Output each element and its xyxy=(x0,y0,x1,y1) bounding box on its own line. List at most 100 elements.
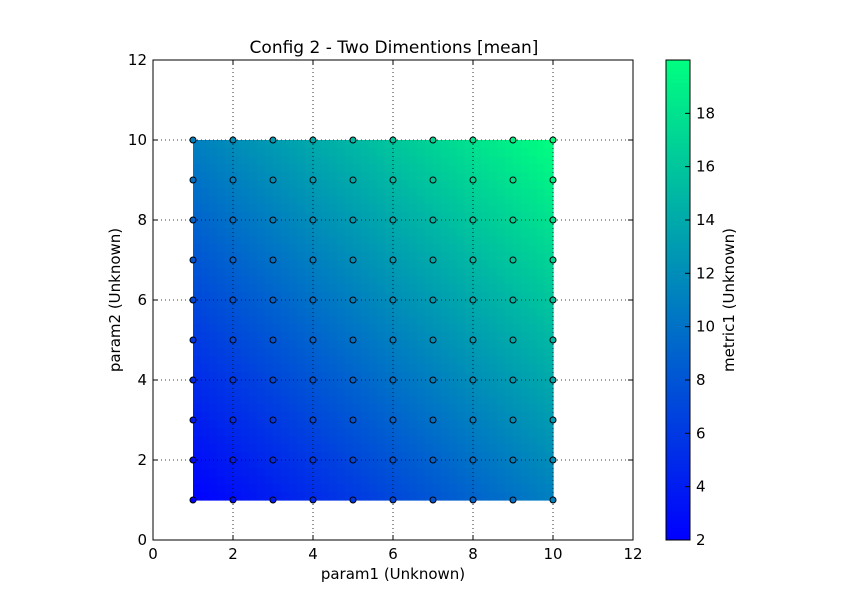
heat-cell xyxy=(409,236,418,245)
heat-cell xyxy=(273,300,282,309)
heat-cell xyxy=(425,156,434,165)
heat-cell xyxy=(497,228,506,237)
heat-cell xyxy=(225,444,234,453)
heat-cell xyxy=(409,172,418,181)
data-point xyxy=(549,296,557,304)
data-point xyxy=(229,496,237,504)
heat-cell xyxy=(201,204,210,213)
heat-cell xyxy=(449,164,458,173)
heat-cell xyxy=(369,244,378,253)
heat-cell xyxy=(369,380,378,389)
heat-cell xyxy=(401,172,410,181)
heat-cell xyxy=(201,452,210,461)
heat-cell xyxy=(305,196,314,205)
heat-cell xyxy=(497,444,506,453)
heat-cell xyxy=(329,356,338,365)
heat-cell xyxy=(289,228,298,237)
heat-cell xyxy=(513,452,522,461)
heat-cell xyxy=(505,460,514,469)
heat-cell xyxy=(393,460,402,469)
heat-cell xyxy=(393,492,402,501)
heat-cell xyxy=(449,276,458,285)
heat-cell xyxy=(225,268,234,277)
heat-cell xyxy=(337,484,346,493)
heat-cell xyxy=(289,204,298,213)
heat-cell xyxy=(385,212,394,221)
heat-cell xyxy=(329,396,338,405)
heat-cell xyxy=(521,156,530,165)
heat-cell xyxy=(401,388,410,397)
heat-cell xyxy=(305,492,314,501)
heat-cell xyxy=(481,268,490,277)
data-point xyxy=(509,296,517,304)
heat-cell xyxy=(289,404,298,413)
heat-cell xyxy=(377,220,386,229)
heat-cell xyxy=(281,284,290,293)
heat-cell xyxy=(393,188,402,197)
heat-cell xyxy=(273,452,282,461)
heat-cell xyxy=(321,212,330,221)
data-point xyxy=(429,256,437,264)
heat-cell xyxy=(521,484,530,493)
heat-cell xyxy=(425,236,434,245)
heat-cell xyxy=(473,308,482,317)
heat-cell xyxy=(465,156,474,165)
heat-cell xyxy=(425,388,434,397)
heat-cell xyxy=(449,396,458,405)
heat-cell xyxy=(513,340,522,349)
heat-cell xyxy=(401,300,410,309)
heat-cell xyxy=(529,476,538,485)
heat-cell xyxy=(201,268,210,277)
data-point xyxy=(269,256,277,264)
heat-cell xyxy=(537,428,546,437)
heat-cell xyxy=(545,252,554,261)
data-point xyxy=(349,496,357,504)
heat-cell xyxy=(321,300,330,309)
heat-cell xyxy=(441,188,450,197)
heat-cell xyxy=(473,428,482,437)
heat-cell xyxy=(377,316,386,325)
heat-cell xyxy=(353,348,362,357)
heat-cell xyxy=(489,348,498,357)
heat-cell xyxy=(257,196,266,205)
heat-cell xyxy=(457,172,466,181)
heat-cell xyxy=(193,452,202,461)
heat-cell xyxy=(537,140,546,149)
heat-cell xyxy=(201,148,210,157)
heat-cell xyxy=(345,436,354,445)
heat-cell xyxy=(449,332,458,341)
heat-cell xyxy=(329,332,338,341)
heat-cell xyxy=(497,164,506,173)
data-point xyxy=(269,176,277,184)
heat-cell xyxy=(249,364,258,373)
heat-cell xyxy=(305,308,314,317)
heat-cell xyxy=(273,292,282,301)
heat-cell xyxy=(361,252,370,261)
data-point xyxy=(389,256,397,264)
data-point xyxy=(349,176,357,184)
heat-cell xyxy=(417,412,426,421)
heat-cell xyxy=(473,332,482,341)
heat-cell xyxy=(505,228,514,237)
heat-cell xyxy=(345,180,354,189)
heat-cell xyxy=(521,172,530,181)
heat-cell xyxy=(417,388,426,397)
heat-cell xyxy=(449,292,458,301)
heat-cell xyxy=(369,236,378,245)
heat-cell xyxy=(257,412,266,421)
heat-cell xyxy=(545,332,554,341)
heat-cell xyxy=(257,148,266,157)
heat-cell xyxy=(353,284,362,293)
heat-cell xyxy=(457,340,466,349)
heat-cell xyxy=(529,300,538,309)
heat-cell xyxy=(361,276,370,285)
heat-cell xyxy=(369,492,378,501)
heat-cell xyxy=(353,364,362,373)
heat-cell xyxy=(305,428,314,437)
heat-cell xyxy=(393,236,402,245)
heat-cell xyxy=(497,396,506,405)
heat-cell xyxy=(393,428,402,437)
heat-cell xyxy=(529,340,538,349)
heat-cell xyxy=(393,228,402,237)
heat-cell xyxy=(529,252,538,261)
